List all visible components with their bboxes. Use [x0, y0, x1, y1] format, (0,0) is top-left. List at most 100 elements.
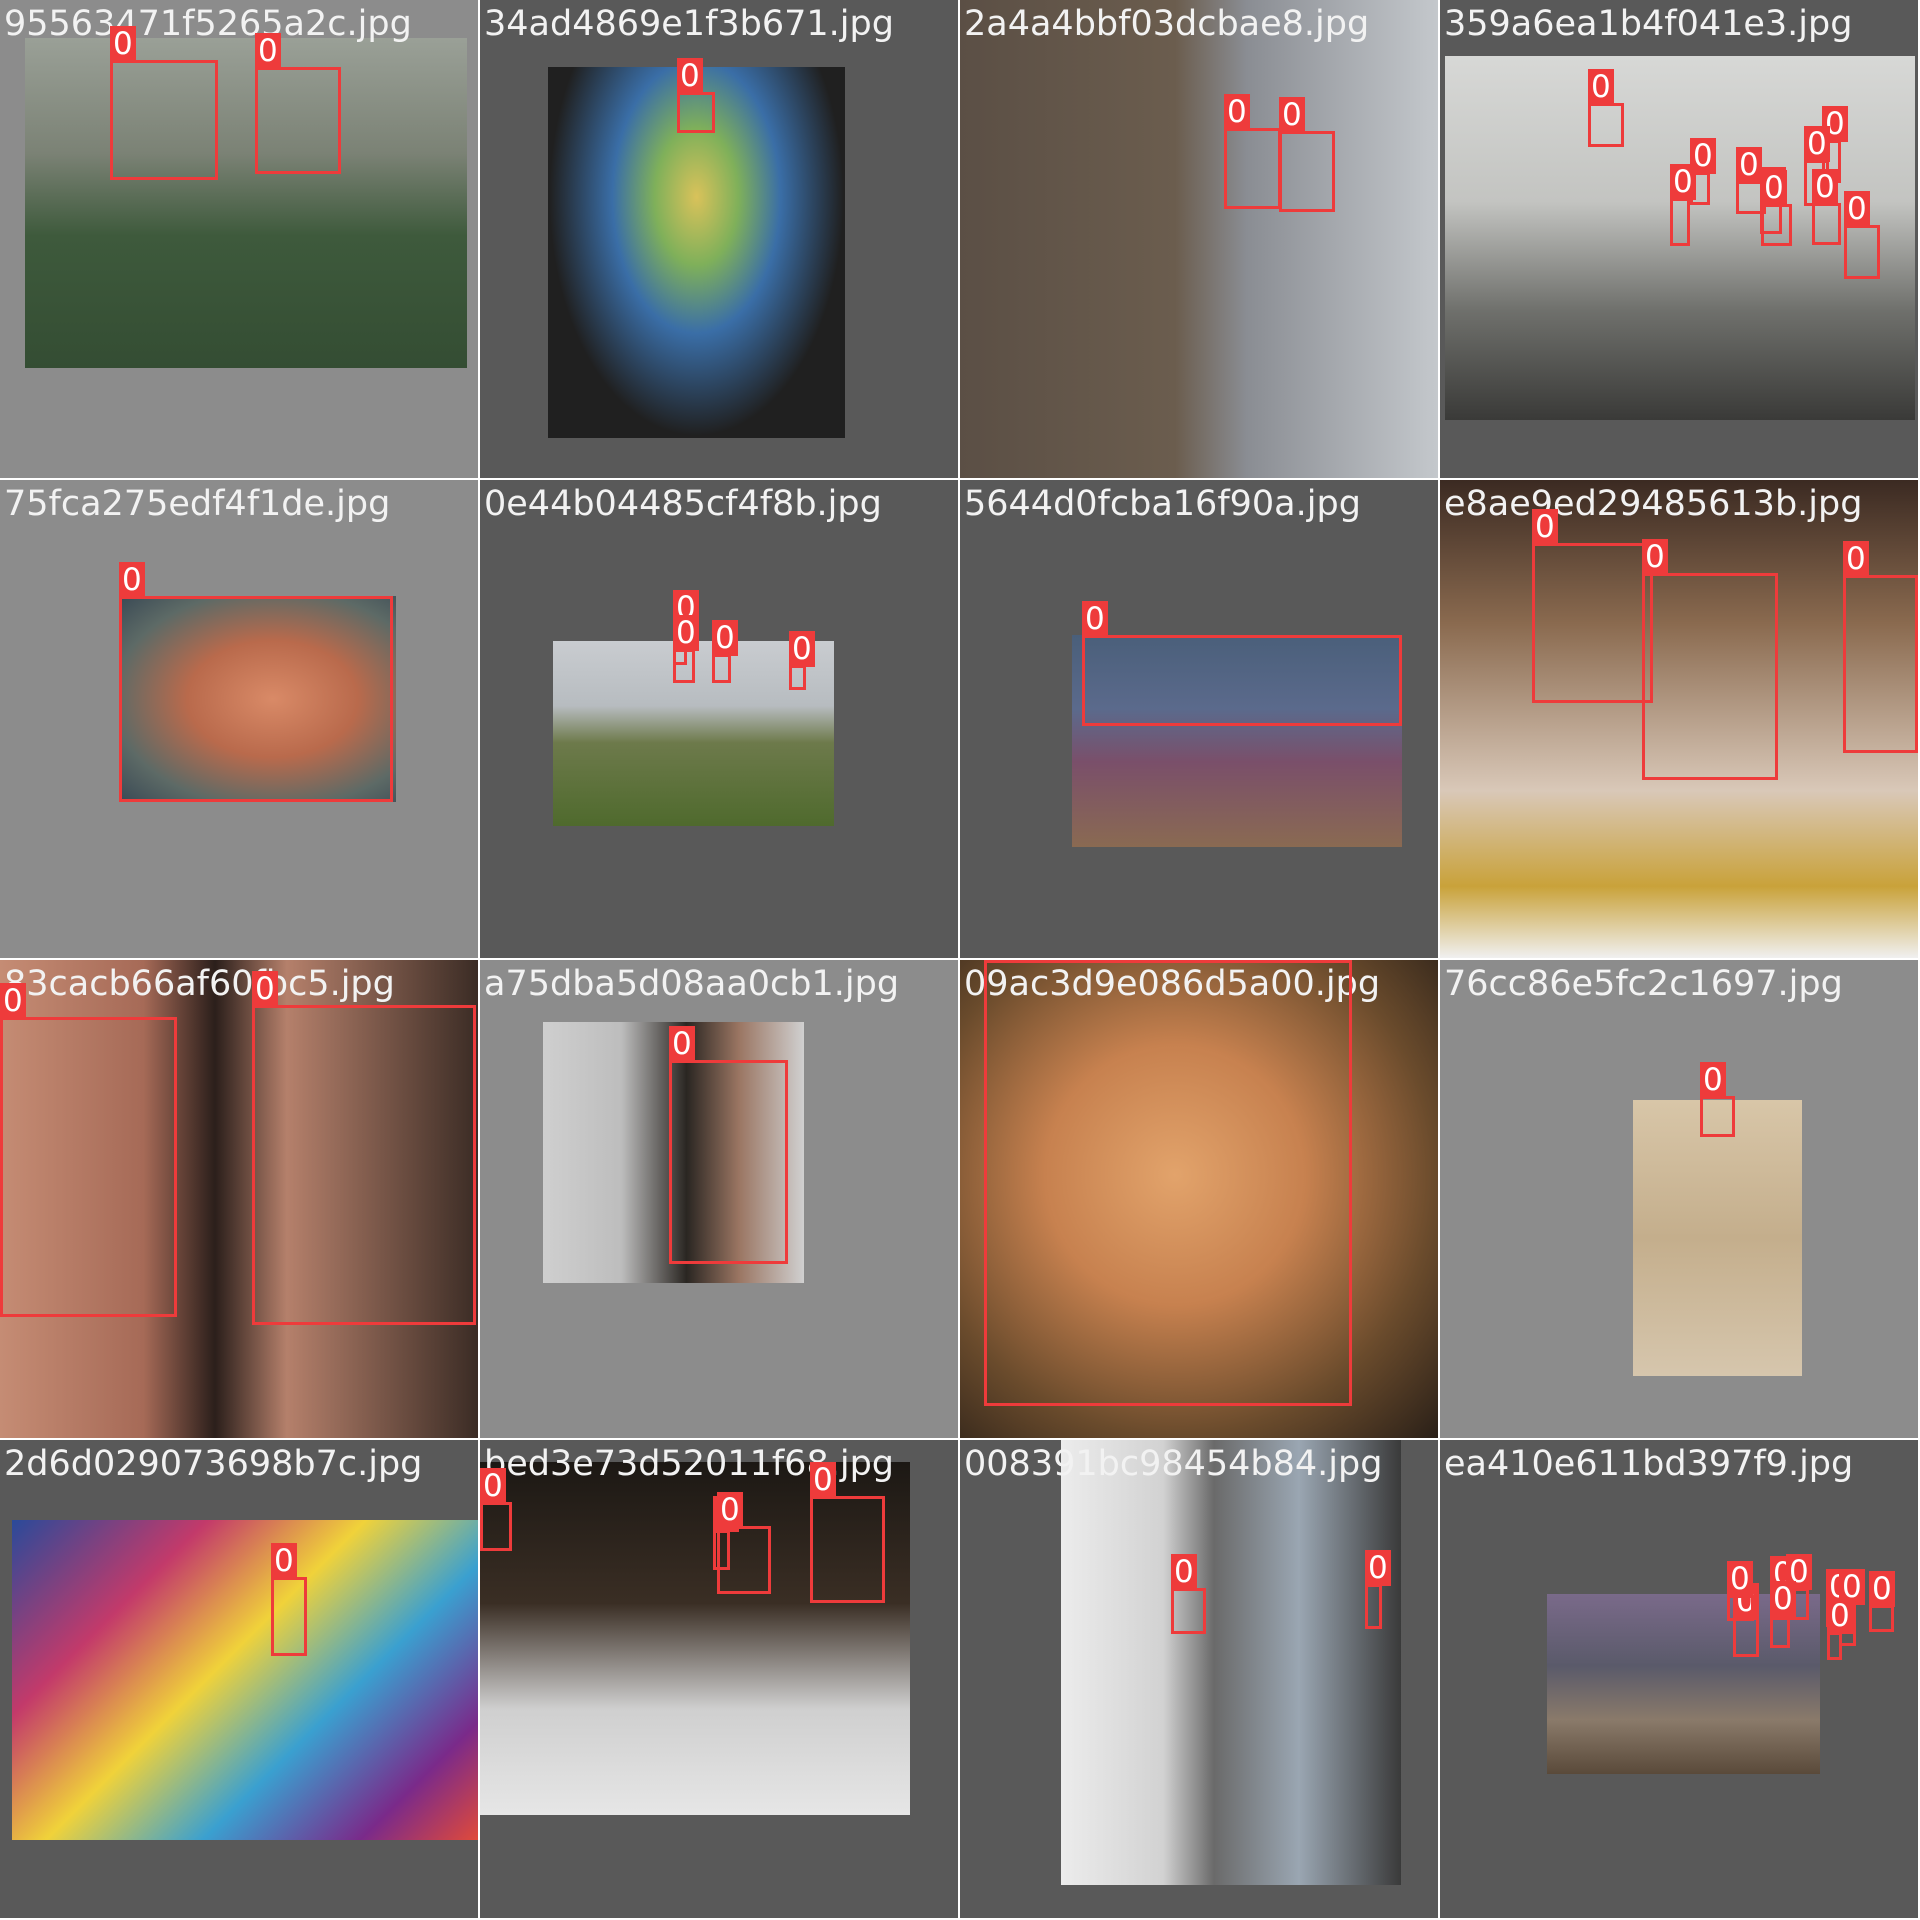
- face-bounding-box: 0: [717, 1492, 771, 1594]
- class-label-badge: 0: [1804, 126, 1830, 162]
- file-name-label: e8ae9ed29485613b.jpg: [1444, 484, 1863, 524]
- class-label-badge: 0: [1171, 1554, 1197, 1590]
- class-label-badge: 0: [1736, 147, 1762, 183]
- face-bounding-box: 0: [1532, 509, 1653, 703]
- mosaic-tile: 83cacb66af60fbc5.jpg 0 0: [0, 960, 478, 1438]
- mosaic-tile: 09ac3d9e086d5a00.jpg 0: [960, 960, 1438, 1438]
- file-name-label: 359a6ea1b4f041e3.jpg: [1444, 4, 1853, 44]
- mosaic-tile: 34ad4869e1f3b671.jpg 0: [480, 0, 958, 478]
- file-name-label: 008391bc98454b84.jpg: [964, 1444, 1383, 1484]
- class-label-badge: 0: [1365, 1550, 1391, 1586]
- class-label-badge: 0: [1279, 97, 1305, 133]
- file-name-label: 2d6d029073698b7c.jpg: [4, 1444, 423, 1484]
- class-label-badge: 0: [984, 960, 1010, 962]
- class-label-badge: 0: [1727, 1561, 1753, 1597]
- class-label-badge: 0: [1843, 541, 1869, 577]
- face-bounding-box: 0: [255, 33, 341, 174]
- file-name-label: 83cacb66af60fbc5.jpg: [4, 964, 395, 1004]
- photo-thumbnail: [960, 960, 1438, 1438]
- class-label-badge: 0: [677, 58, 703, 94]
- class-label-badge: 0: [1670, 164, 1696, 200]
- face-bounding-box: 0: [1670, 164, 1696, 246]
- file-name-label: a75dba5d08aa0cb1.jpg: [484, 964, 900, 1004]
- face-bounding-box: 0: [110, 26, 218, 180]
- class-label-badge: 0: [810, 1462, 836, 1498]
- file-name-label: 2a4a4bbf03dcbae8.jpg: [964, 4, 1370, 44]
- mosaic-tile: 0e44b04485cf4f8b.jpg 0 0 0 0: [480, 480, 958, 958]
- face-bounding-box: 0: [789, 631, 815, 690]
- class-label-badge: 0: [1588, 69, 1614, 105]
- face-bounding-box: 0: [1812, 169, 1841, 245]
- face-bounding-box: 0: [1727, 1561, 1754, 1621]
- face-bounding-box: 0: [271, 1543, 307, 1656]
- class-label-badge: 0: [1812, 169, 1838, 205]
- face-bounding-box: 0: [712, 620, 738, 683]
- face-bounding-box: 0: [1869, 1571, 1895, 1632]
- mosaic-tile: a75dba5d08aa0cb1.jpg 0: [480, 960, 958, 1438]
- face-bounding-box: 0: [1843, 541, 1918, 753]
- class-label-badge: 0: [712, 620, 738, 656]
- class-label-badge: 0: [1224, 94, 1250, 130]
- file-name-label: 09ac3d9e086d5a00.jpg: [964, 964, 1381, 1004]
- photo-thumbnail: [548, 67, 845, 438]
- class-label-badge: 0: [119, 562, 145, 598]
- face-bounding-box: 0: [810, 1462, 885, 1603]
- face-bounding-box: 0: [252, 971, 476, 1325]
- class-label-badge: 0: [252, 971, 278, 1007]
- photo-thumbnail: [1440, 480, 1918, 958]
- class-label-badge: 0: [1642, 539, 1668, 575]
- photo-thumbnail: [1072, 635, 1402, 847]
- file-name-label: 0e44b04485cf4f8b.jpg: [484, 484, 882, 524]
- face-bounding-box: 0: [1279, 97, 1335, 212]
- photo-thumbnail: [1633, 1100, 1802, 1376]
- mosaic-tile: 359a6ea1b4f041e3.jpg0000000000: [1440, 0, 1918, 478]
- mosaic-tile: 2d6d029073698b7c.jpg 0: [0, 1440, 478, 1918]
- face-bounding-box: 0: [0, 983, 177, 1317]
- face-bounding-box: 0: [1082, 601, 1402, 726]
- face-bounding-box: 0: [1733, 1583, 1759, 1657]
- photo-thumbnail: [12, 1520, 478, 1840]
- face-bounding-box: 0: [1224, 94, 1281, 209]
- class-label-badge: 0: [1869, 1571, 1895, 1607]
- photo-thumbnail: [480, 1462, 910, 1815]
- photo-thumbnail: [960, 0, 1438, 478]
- face-bounding-box: 0: [669, 1026, 788, 1264]
- face-bounding-box: 0: [677, 58, 715, 133]
- class-label-badge: 0: [110, 26, 136, 62]
- face-bounding-box: 0: [673, 615, 699, 683]
- face-bounding-box: 0: [1827, 1598, 1853, 1660]
- class-label-badge: 0: [255, 33, 281, 69]
- face-bounding-box: 0: [1736, 147, 1766, 214]
- face-bounding-box: 0: [1761, 170, 1792, 246]
- file-name-label: 75fca275edf4f1de.jpg: [4, 484, 391, 524]
- class-label-badge: 0: [1822, 106, 1848, 142]
- class-label-badge: 0: [717, 1492, 743, 1528]
- photo-thumbnail: [1547, 1594, 1820, 1774]
- mosaic-tile: 76cc86e5fc2c1697.jpg 0: [1440, 960, 1918, 1438]
- file-name-label: 5644d0fcba16f90a.jpg: [964, 484, 1361, 524]
- face-bounding-box: 0: [1700, 1062, 1735, 1137]
- photo-thumbnail: [122, 596, 396, 802]
- file-name-label: 34ad4869e1f3b671.jpg: [484, 4, 894, 44]
- face-bounding-box: 0: [119, 562, 393, 802]
- class-label-badge: 0: [1827, 1598, 1853, 1634]
- face-bounding-box: 0: [984, 960, 1352, 1406]
- class-label-badge: 0: [1082, 601, 1108, 637]
- class-label-badge: 0: [0, 983, 26, 1019]
- photo-thumbnail: [1061, 1440, 1401, 1885]
- face-bounding-box: 0: [480, 1468, 512, 1551]
- photo-thumbnail: [25, 38, 467, 368]
- face-bounding-box: 0: [1171, 1554, 1206, 1634]
- class-label-badge: 0: [673, 615, 699, 651]
- file-name-label: 76cc86e5fc2c1697.jpg: [1444, 964, 1843, 1004]
- class-label-badge: 0: [789, 631, 815, 667]
- face-bounding-box: 0: [1822, 106, 1848, 183]
- class-label-badge: 0: [480, 1468, 506, 1504]
- photo-thumbnail: [543, 1022, 804, 1283]
- mosaic-tile: e8ae9ed29485613b.jpg 0 0 0: [1440, 480, 1918, 958]
- mosaic-tile: 95563471f5265a2c.jpg 0 0: [0, 0, 478, 478]
- face-bounding-box: 0: [1844, 191, 1880, 279]
